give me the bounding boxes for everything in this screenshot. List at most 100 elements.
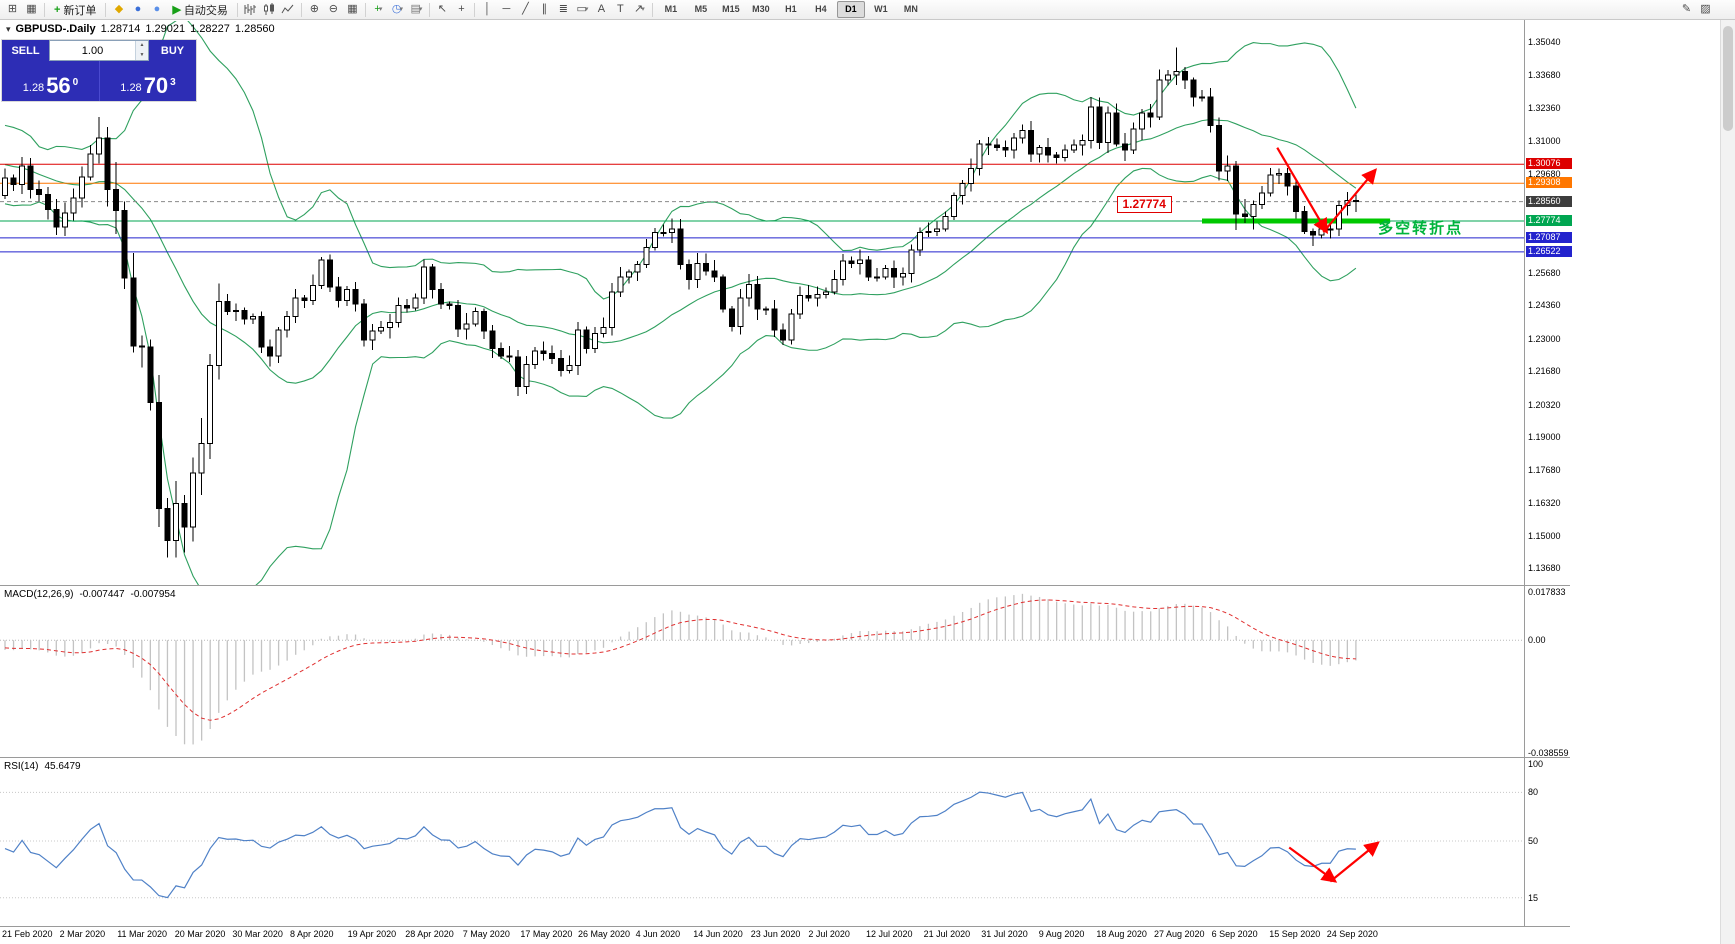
price-tag: 1.27774 xyxy=(1526,214,1572,226)
macd-axis-label: 0.017833 xyxy=(1528,587,1566,597)
vertical-scrollbar[interactable] xyxy=(1720,20,1735,944)
label-icon[interactable]: T xyxy=(617,3,624,15)
trendline-icon[interactable]: ╱ xyxy=(522,3,529,15)
rsi-name: RSI(14) xyxy=(4,761,39,772)
fibonacci-icon[interactable]: ≣ xyxy=(558,3,569,15)
timeframe-button-h4[interactable]: H4 xyxy=(815,4,827,14)
bar-chart-mode-icon[interactable] xyxy=(242,2,259,18)
shapes-icon-caret: ▾ xyxy=(584,6,589,13)
auto-trading-button[interactable]: ▶ 自动交易 xyxy=(167,2,232,18)
line-chart-mode-icon[interactable] xyxy=(280,2,297,18)
lot-decrease-button[interactable]: ▼ xyxy=(136,50,148,60)
timeframe-button-m5[interactable]: M5 xyxy=(694,4,708,14)
price-axis-label: 1.33680 xyxy=(1528,70,1561,81)
price-axis-label: 1.19000 xyxy=(1528,432,1561,443)
timeframe-button-d1[interactable]: D1 xyxy=(836,1,865,18)
horizontal-line-icon[interactable]: ─ xyxy=(502,3,511,15)
templates-icon[interactable]: ▤ ▾ xyxy=(410,3,423,15)
sell-price-big: 56 xyxy=(46,73,71,98)
candlestick-mode-icon[interactable] xyxy=(261,2,278,18)
tile-windows-icon[interactable]: ▦ xyxy=(347,3,358,15)
price-axis-label: 1.16320 xyxy=(1528,498,1561,509)
scrollbar-thumb[interactable] xyxy=(1723,26,1733,131)
auto-trading-button-label: 自动交易 xyxy=(183,4,228,17)
data-window-icon[interactable]: ● xyxy=(134,3,142,15)
price-axis[interactable]: 1.35040 1.33680 1.32360 1.31000 1.29680 1.256… xyxy=(1524,20,1572,926)
arrows-icon[interactable]: ↗ ▾ xyxy=(634,3,645,15)
toolbar-separator xyxy=(364,2,366,17)
periods-icon-caret: ▾ xyxy=(399,6,403,13)
styles-icon[interactable]: ▨ xyxy=(1700,3,1711,15)
timeframe-button-m30[interactable]: M30 xyxy=(752,4,770,14)
zoom-out-icon[interactable]: ⊖ xyxy=(328,3,339,15)
cursor-icon[interactable]: ↖ xyxy=(437,3,448,15)
price-axis-label: 1.23000 xyxy=(1528,333,1561,344)
add-indicator-icon[interactable]: + ▾ xyxy=(374,3,383,15)
sell-price-button[interactable]: 1.28 56 0 xyxy=(2,61,99,101)
ohlc-close: 1.28560 xyxy=(234,23,275,35)
channel-icon[interactable]: ∥ xyxy=(541,3,548,15)
lot-size-input[interactable]: 1.00 ▲ ▼ xyxy=(49,40,149,61)
vertical-line-icon[interactable]: │ xyxy=(483,3,491,15)
rsi-panel[interactable] xyxy=(0,758,1524,924)
timeframe-button-w1[interactable]: W1 xyxy=(874,4,888,14)
panel-separators[interactable] xyxy=(0,20,1570,927)
price-axis-label: 1.32360 xyxy=(1528,102,1561,113)
rsi-line xyxy=(4,791,1356,899)
date-axis-label: 30 Mar 2020 xyxy=(232,929,283,939)
date-axis-label: 21 Feb 2020 xyxy=(2,929,53,939)
shapes-icon[interactable]: ▭ ▾ xyxy=(576,3,589,15)
date-axis-label: 20 Mar 2020 xyxy=(174,929,226,939)
toolbar-items: ⊞ ▦ + 新订单 ◆ ● ● ▶ 自动交易 ⊕ ⊖ ▦ + ▾ ◷ ▾ ▤ ▾ ↖ + │ ─ ╱ ∥ ≣ ▭ ▾ A T ↗ ▾ M1 M5… xyxy=(3,1,926,18)
new-chart-icon[interactable]: ⊞ xyxy=(7,3,18,15)
rsi-layer xyxy=(0,791,1524,899)
crosshair-icon[interactable]: + xyxy=(458,3,465,15)
timeframe-button-m1[interactable]: M1 xyxy=(664,4,678,14)
toolbar-separator xyxy=(473,2,475,17)
toolbar-separator xyxy=(651,2,653,17)
price-axis-label: 1.24360 xyxy=(1528,300,1561,311)
arrows-icon-caret: ▾ xyxy=(641,6,645,13)
macd-panel[interactable] xyxy=(0,586,1524,756)
date-axis-label: 24 Sep 2020 xyxy=(1326,929,1378,939)
lot-increase-button[interactable]: ▲ xyxy=(136,41,148,51)
bollinger-upper xyxy=(4,21,1357,300)
toolbar-separator xyxy=(300,2,302,17)
turning-point-text-object[interactable]: 多空转折点 xyxy=(1378,220,1464,238)
timeframe-button-m15[interactable]: M15 xyxy=(722,4,740,14)
chart-symbol-period: GBPUSD-.Daily xyxy=(15,23,96,35)
sell-button[interactable]: SELL xyxy=(2,40,49,61)
timeframe-button-mn[interactable]: MN xyxy=(903,4,918,14)
support-price-label-object[interactable]: 1.27774 xyxy=(1116,196,1172,214)
text-icon[interactable]: A xyxy=(597,3,606,15)
one-click-collapse-icon[interactable]: ▾ xyxy=(6,23,11,34)
toolbar: ⊞ ▦ + 新订单 ◆ ● ● ▶ 自动交易 ⊕ ⊖ ▦ + ▾ ◷ ▾ ▤ ▾ ↖ + │ ─ ╱ ∥ ≣ ▭ ▾ A T ↗ ▾ M1 M5… xyxy=(0,0,1735,20)
expert-advisors-icon[interactable]: ◆ xyxy=(114,3,124,15)
drawn-arrows[interactable] xyxy=(1276,147,1380,883)
rsi-indicator-label: RSI(14) 45.6479 xyxy=(4,761,81,772)
date-axis[interactable]: 21 Feb 2020 2 Mar 2020 11 Mar 2020 20 Mar 2… xyxy=(0,926,1570,944)
new-order-button[interactable]: + 新订单 xyxy=(49,2,101,18)
date-axis-label: 9 Aug 2020 xyxy=(1038,929,1085,939)
buy-price-button[interactable]: 1.28 70 3 xyxy=(99,61,196,101)
macd-axis-label: 0.00 xyxy=(1528,635,1546,646)
pencil-icon[interactable]: ✎ xyxy=(1681,3,1692,15)
main-chart-area[interactable] xyxy=(0,20,1524,585)
sell-price-sup: 0 xyxy=(72,77,79,88)
lot-size-value: 1.00 xyxy=(81,44,104,57)
chart-profiles-icon[interactable]: ▦ xyxy=(26,3,37,15)
zoom-in-icon[interactable]: ⊕ xyxy=(309,3,320,15)
rsi-axis-label: 80 xyxy=(1528,787,1539,798)
date-axis-label: 17 May 2020 xyxy=(520,929,573,939)
new-order-button-icon: + xyxy=(54,3,61,16)
price-axis-label: 1.29680 xyxy=(1528,169,1561,180)
bollinger-lower xyxy=(4,167,1357,586)
timeframe-button-h1[interactable]: H1 xyxy=(785,4,797,14)
buy-button[interactable]: BUY xyxy=(149,40,196,61)
periods-icon[interactable]: ◷ ▾ xyxy=(391,3,403,15)
navigator-icon[interactable]: ● xyxy=(153,3,161,15)
price-arrow-1 xyxy=(1276,147,1328,235)
